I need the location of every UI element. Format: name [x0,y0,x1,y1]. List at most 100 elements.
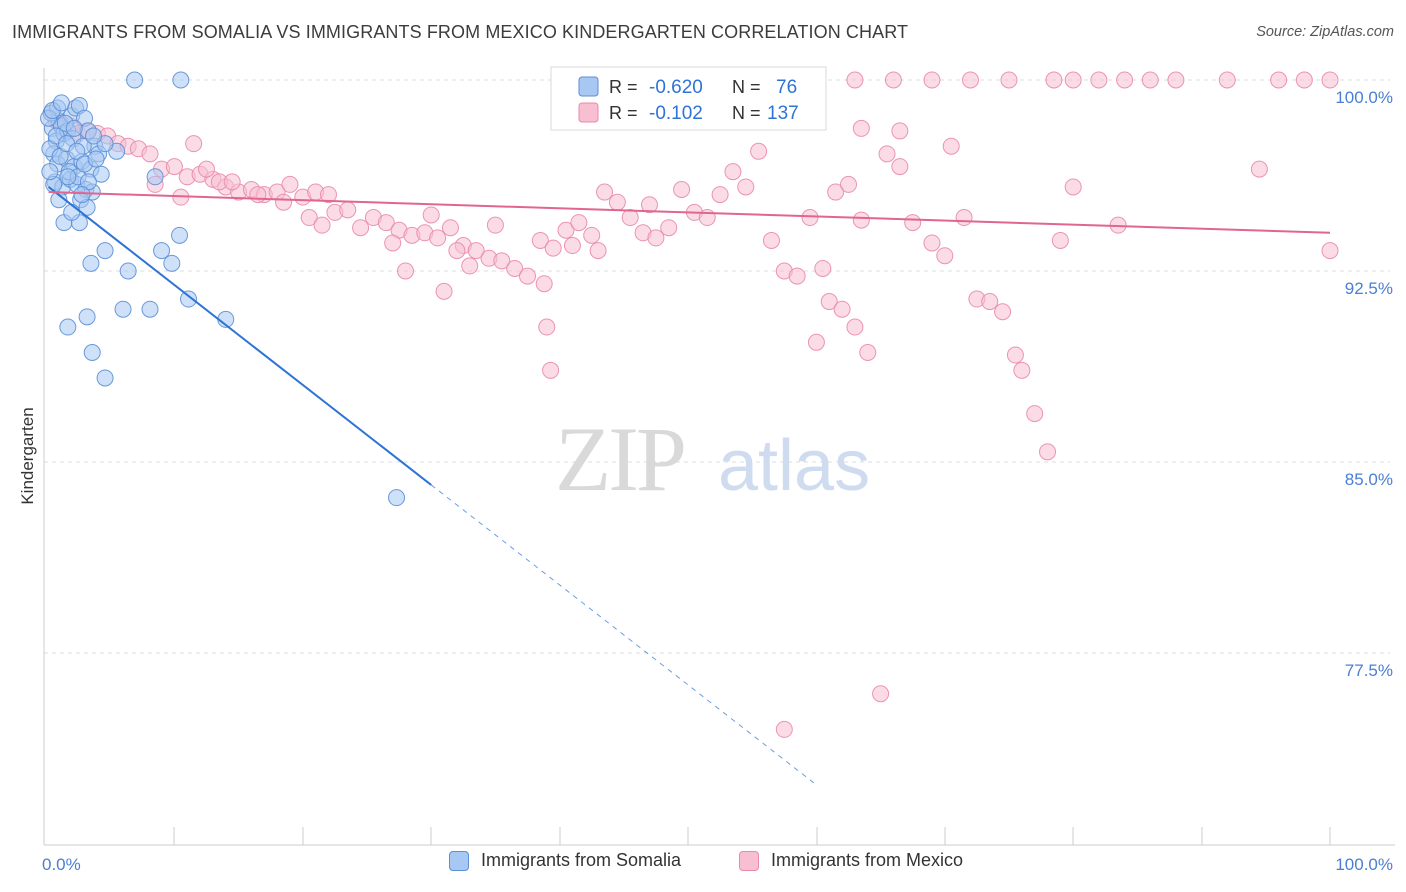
series-somalia-points [40,71,406,507]
mexico-point [647,229,665,247]
somalia-point [114,300,132,318]
legend-top-mexico-n-value: 137 [767,103,799,124]
mexico-point [1218,71,1236,89]
legend-top-somalia-r-label: R = [609,77,638,97]
mexico-point [377,214,395,232]
series-mexico-points [42,71,1339,738]
legend-item-somalia[interactable]: Immigrants from Somalia [449,850,681,871]
mexico-point [852,211,870,229]
mexico-point [1090,71,1108,89]
somalia-point [87,150,105,168]
somalia-point [52,94,70,112]
gridlines [44,79,1390,654]
mexico-point [711,186,729,204]
mexico-point [1321,242,1339,260]
somalia-trend-line [47,186,432,486]
mexico-point [542,361,560,379]
mexico-point [384,234,402,252]
mexico-point [801,209,819,227]
somalia-point [388,489,406,507]
somalia-point [41,163,59,181]
mexico-point [660,219,678,237]
mexico-point [281,175,299,193]
mexico-point [1051,231,1069,249]
mexico-point [640,196,658,214]
mexico-point [846,318,864,336]
somalia-point [73,186,91,204]
mexico-point [936,247,954,265]
somalia-point [78,308,96,326]
mexico-point [608,193,626,211]
legend-top-mexico-r-value: -0.102 [649,103,703,124]
mexico-point [249,186,267,204]
mexico-point [198,160,215,178]
mexico-point [762,231,780,249]
somalia-point [146,168,164,186]
mexico-point [884,71,902,89]
somalia-point [96,242,114,260]
somalia-point [141,300,159,318]
mexico-point [557,221,575,239]
mexico-point [441,219,459,237]
x-tick-labels: 0.0% 100.0% [42,855,1393,874]
y-tick-label: 100.0% [1335,88,1393,107]
legend-top-mexico-n-label: N = [732,103,761,123]
mexico-point [814,259,832,277]
mexico-point [1064,71,1082,89]
mexico-point [275,193,293,211]
mexico-point [596,183,614,201]
somalia-point [82,254,100,272]
mexico-point [544,239,562,257]
legend-mexico-swatch [739,850,759,871]
legend-somalia-label: Immigrants from Somalia [481,850,682,870]
mexico-point [519,267,536,285]
mexico-point [820,293,838,311]
legend-item-mexico[interactable]: Immigrants from Mexico [739,850,963,871]
somalia-point [63,203,81,221]
mexico-point [673,181,691,199]
mexico-point [165,158,183,176]
watermark: ZIP atlas [555,408,870,510]
mexico-point [1000,71,1018,89]
legend-top-mexico-r-label: R = [609,103,638,123]
mexico-point [750,142,768,160]
x-tick-label-min: 0.0% [42,855,81,874]
mexico-point [737,178,755,196]
mexico-point [583,226,601,244]
mexico-point [429,229,447,247]
mexico-trend-line [48,191,1331,234]
somalia-point [172,71,190,89]
mexico-point [878,145,896,163]
mexico-point [538,318,556,336]
somalia-trend-extension [430,484,817,786]
source-label: Source: ZipAtlas.com [1256,24,1394,40]
somalia-point [83,343,101,361]
y-tick-label: 92.5% [1345,279,1393,298]
somalia-point [65,119,83,137]
mexico-point [563,237,581,255]
mexico-point [840,175,857,193]
mexico-point [1116,71,1134,89]
mexico-point [493,252,511,270]
mexico-point [981,293,999,311]
legend-top-somalia-swatch [578,76,599,97]
mexico-point [994,303,1012,321]
mexico-point [506,259,524,277]
mexico-point [724,163,742,181]
mexico-point [859,343,877,361]
legend-top-mexico-swatch [578,102,599,123]
legend-bottom: Immigrants from Somalia Immigrants from … [0,850,1406,880]
legend-top-somalia-r-value: -0.620 [649,77,703,98]
mexico-point [185,135,203,153]
mexico-point [531,231,549,249]
mexico-point [872,685,890,703]
mexico-point [486,216,504,234]
legend-top-somalia-n-label: N = [732,77,761,97]
mexico-point [535,275,553,293]
somalia-point [153,242,171,260]
mexico-point [1039,443,1057,461]
mexico-point [904,214,922,232]
somalia-point [126,71,144,89]
mexico-point [1167,71,1185,89]
